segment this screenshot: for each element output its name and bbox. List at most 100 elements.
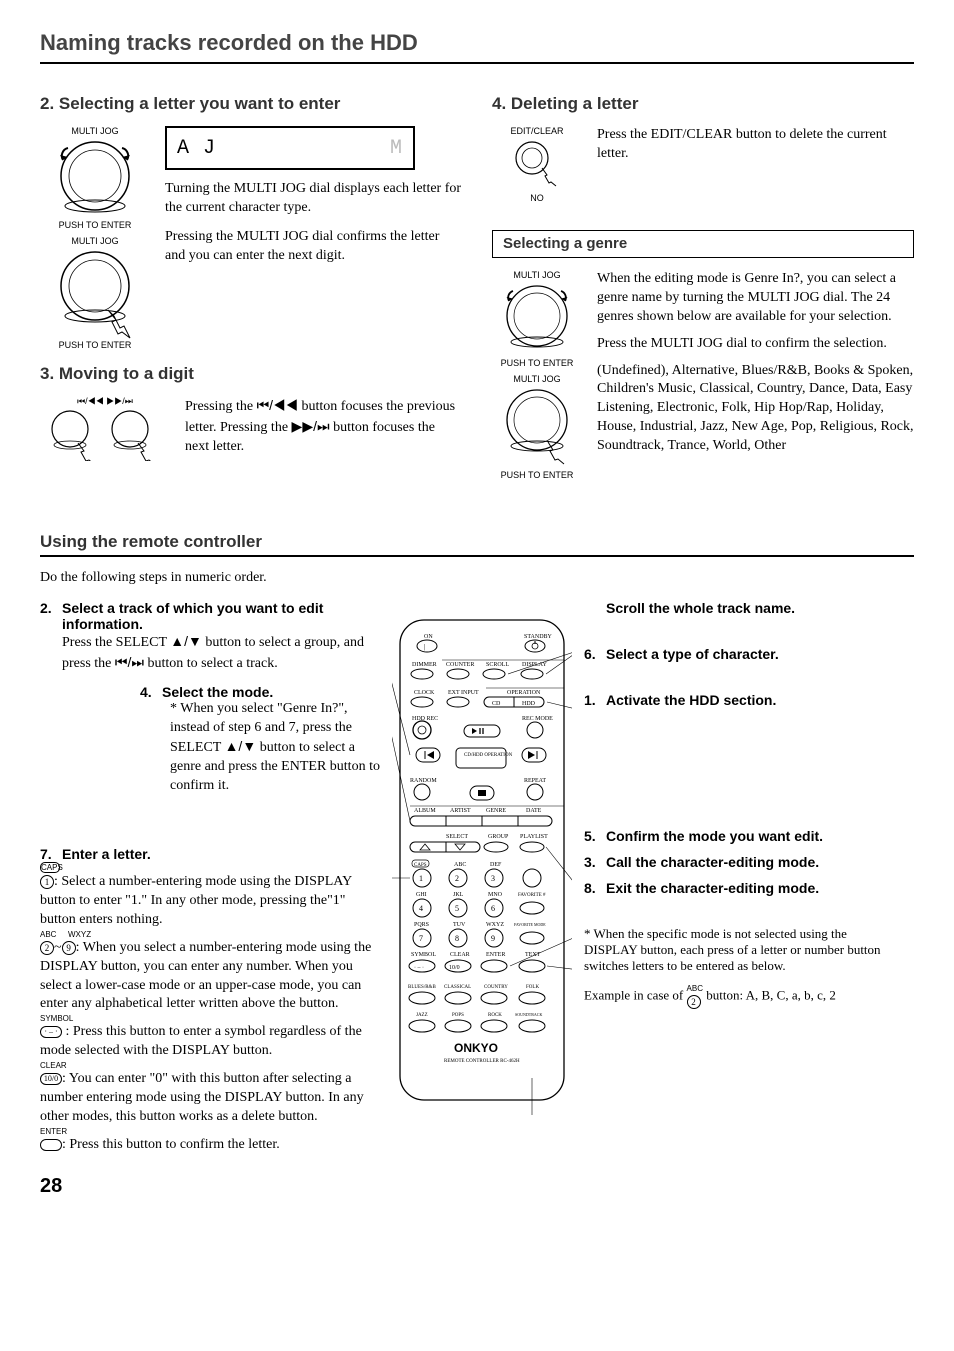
svg-text:COUNTER: COUNTER — [446, 662, 474, 668]
step-1-text: Activate the HDD section. — [606, 692, 776, 708]
example-key: ABC 2 — [687, 984, 703, 1009]
svg-text:DEF: DEF — [490, 862, 502, 868]
caps-mini-label: CAPS — [40, 862, 380, 873]
svg-text:3: 3 — [491, 874, 495, 883]
svg-text:ONKYO: ONKYO — [454, 1041, 498, 1055]
column-right: 4. Deleting a letter EDIT/CLEAR NO Press… — [492, 94, 914, 492]
dial-column: MULTI JOG PUSH TO ENTER MULTI JOG — [40, 126, 150, 352]
section-2-para1: Turning the MULTI JOG dial displays each… — [165, 180, 462, 218]
svg-text:SOUNDTRACK: SOUNDTRACK — [515, 1012, 542, 1017]
s3-text-a: Pressing the — [185, 399, 257, 414]
svg-text:FAVORITE MODE: FAVORITE MODE — [514, 922, 546, 927]
step4-arrows-ud: ▲/▼ — [225, 738, 257, 754]
example-b: button: A, B, C, a, b, c, 2 — [706, 987, 836, 1002]
clear-mini-label: CLEAR — [40, 1061, 380, 1070]
step7-l2-text: : When you select a number-entering mode… — [40, 940, 371, 1012]
page-number: 28 — [40, 1175, 914, 1198]
svg-text:JAZZ: JAZZ — [416, 1013, 428, 1018]
svg-text:CLOCK: CLOCK — [414, 690, 435, 696]
lcd-display: A J M — [165, 126, 415, 170]
step-3: 3. Call the character-editing mode. — [584, 854, 884, 870]
wxyz-mini-label: WXYZ — [68, 930, 82, 939]
svg-text:GROUP: GROUP — [488, 834, 509, 840]
right-example: Example in case of ABC 2 button: A, B, C… — [584, 984, 884, 1009]
right-note-text: * When the specific mode is not selected… — [584, 926, 884, 974]
svg-text:MNO: MNO — [488, 892, 503, 898]
push-label: PUSH TO ENTER — [40, 220, 150, 230]
svg-text:PQRS: PQRS — [414, 922, 429, 928]
section-3-buttons: ⏮/◀◀ ▶▶/⏭ — [40, 396, 170, 466]
example-a: Example in case of — [584, 987, 687, 1002]
svg-text:CLEAR: CLEAR — [450, 952, 470, 958]
example-key-circle-icon: 2 — [687, 995, 701, 1009]
svg-text:HDD: HDD — [522, 701, 536, 707]
genre-para2: Press the MULTI JOG dial to confirm the … — [597, 335, 914, 354]
column-left: 2. Selecting a letter you want to enter … — [40, 94, 462, 492]
step2-arrows-ud: ▲/▼ — [170, 633, 202, 649]
svg-text:RANDOM: RANDOM — [410, 778, 437, 784]
section-4-block: EDIT/CLEAR NO Press the EDIT/CLEAR butto… — [492, 126, 914, 205]
jog-dial-press-icon — [56, 248, 134, 340]
page-header: Naming tracks recorded on the HDD — [40, 30, 914, 64]
svg-text:GENRE: GENRE — [486, 808, 506, 814]
multijog-label-2: MULTI JOG — [40, 236, 150, 246]
svg-text:ROCK: ROCK — [488, 1013, 502, 1018]
genre-push-label-2: PUSH TO ENTER — [492, 470, 582, 480]
example-key-label: ABC — [687, 984, 703, 993]
genre-heading: Selecting a genre — [503, 235, 627, 252]
key-2-icon: 2 — [40, 941, 54, 955]
section-2-heading: 2. Selecting a letter you want to enter — [40, 94, 462, 114]
step7-l4-text: : You can enter "0" with this button aft… — [40, 1071, 364, 1124]
svg-text:6: 6 — [491, 904, 495, 913]
svg-text:GHI: GHI — [416, 892, 427, 898]
svg-text:1: 1 — [419, 874, 423, 883]
remote-intro: Do the following steps in numeric order. — [40, 569, 914, 588]
step-6-text: Select a type of character. — [606, 646, 779, 662]
section-3-block: ⏮/◀◀ ▶▶/⏭ Pressing the ⏮/◀◀ button focus… — [40, 396, 462, 466]
step-2-num: 2. — [40, 600, 62, 632]
scroll-note: Scroll the whole track name. — [584, 600, 884, 616]
svg-text:7: 7 — [419, 934, 423, 943]
step-8: 8. Exit the character-editing mode. — [584, 880, 884, 896]
step-7-title: Enter a letter. — [62, 846, 151, 862]
scroll-note-text: Scroll the whole track name. — [606, 600, 795, 616]
genre-para1: When the editing mode is Genre In?, you … — [597, 270, 914, 327]
svg-text:REPEAT: REPEAT — [524, 778, 546, 784]
step-4-title: Select the mode. — [162, 684, 273, 700]
step2-body-c: button to select a track. — [144, 656, 278, 671]
svg-text:REMOTE CONTROLLER RC-462H: REMOTE CONTROLLER RC-462H — [444, 1059, 520, 1064]
svg-text:5: 5 — [455, 904, 459, 913]
svg-text:REC MODE: REC MODE — [522, 716, 553, 722]
svg-text:EXT INPUT: EXT INPUT — [448, 690, 479, 696]
svg-text:SELECT: SELECT — [446, 834, 468, 840]
svg-text:PLAYLIST: PLAYLIST — [520, 834, 548, 840]
svg-text:TUV: TUV — [453, 922, 466, 928]
section-2-para2: Pressing the MULTI JOG dial confirms the… — [165, 228, 462, 266]
svg-text:BLUES/R&B: BLUES/R&B — [408, 985, 436, 990]
svg-text:JKL: JKL — [453, 892, 464, 898]
genre-multijog-label-2: MULTI JOG — [492, 374, 582, 384]
right-note: * When the specific mode is not selected… — [584, 926, 884, 974]
symbol-mini-label: SYMBOL — [40, 1014, 380, 1023]
step-4-block: 4. Select the mode. * When you select "G… — [40, 684, 380, 796]
s3-btn2: ▶▶/⏭ — [292, 418, 330, 434]
genre-jog-press-icon — [502, 386, 572, 470]
section-3-heading: 3. Moving to a digit — [40, 364, 462, 384]
step-7-body: CAPS 1: Select a number-entering mode us… — [40, 862, 380, 1155]
step2-arrows-lr: ⏮/⏭ — [115, 654, 144, 670]
svg-text:CLASSICAL: CLASSICAL — [444, 985, 471, 990]
svg-text:FOLK: FOLK — [526, 985, 539, 990]
step7-l3-text: : Press this button to enter a symbol re… — [40, 1024, 362, 1058]
genre-block: MULTI JOG PUSH TO ENTER MULTI JOG — [492, 270, 914, 482]
svg-text:8: 8 — [455, 934, 459, 943]
remote-left-column: 2. Select a track of which you want to e… — [40, 600, 380, 1155]
step-5-num: 5. — [584, 828, 606, 844]
genre-list: (Undefined), Alternative, Blues/R&B, Boo… — [597, 362, 914, 456]
section-4-text: Press the EDIT/CLEAR button to delete th… — [597, 126, 914, 164]
svg-text:SCROLL: SCROLL — [486, 662, 509, 668]
svg-text:ARTIST: ARTIST — [450, 808, 471, 814]
step-7-head: 7. Enter a letter. — [40, 846, 380, 862]
genre-push-label: PUSH TO ENTER — [492, 358, 582, 368]
genre-text-col: When the editing mode is Genre In?, you … — [597, 270, 914, 456]
step7-line4: 10/0: You can enter "0" with this button… — [40, 1070, 380, 1127]
